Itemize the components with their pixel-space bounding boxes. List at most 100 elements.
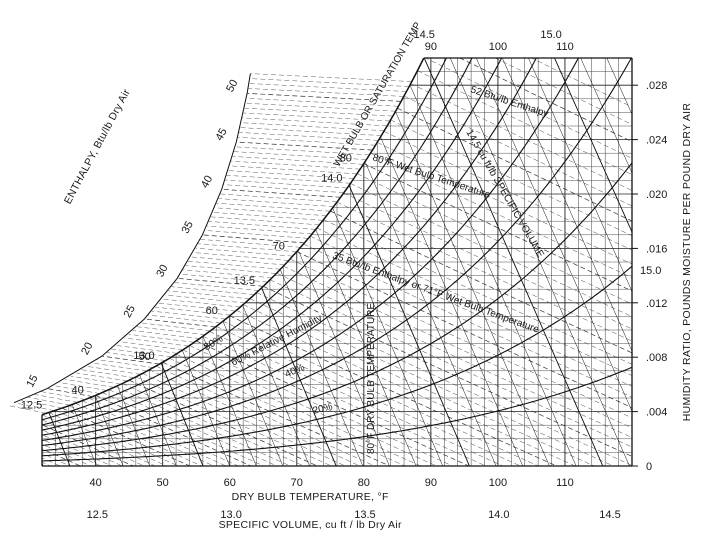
wet-bulb-line xyxy=(42,420,183,466)
enthalpy-extension-line xyxy=(249,78,410,87)
wet-bulb-line xyxy=(209,331,559,466)
wet-bulb-line xyxy=(182,349,492,466)
enthalpy-extension-line xyxy=(65,379,115,388)
enthalpy-extension-line xyxy=(245,102,396,112)
specific-volume-tick-label: 13.5 xyxy=(354,509,375,521)
enthalpy-extension-line xyxy=(20,399,63,409)
enthalpy-extension-line xyxy=(242,117,388,127)
chart-frame xyxy=(13,57,638,467)
enthalpy-extension-line xyxy=(228,170,354,179)
wet-bulb-line xyxy=(202,335,545,466)
wet-bulb-line xyxy=(410,83,632,217)
wet-bulb-line xyxy=(343,192,632,355)
wet-bulb-line xyxy=(115,386,351,466)
enthalpy-extension-line xyxy=(144,318,216,328)
specific-volume-line xyxy=(315,229,440,466)
enthalpy-tick-label: 35 xyxy=(180,219,196,235)
specific-volume-line xyxy=(71,404,119,466)
specific-volume-line xyxy=(364,161,520,466)
specific-volume-right-label: 15.0 xyxy=(640,265,661,277)
x-tick-label: 70 xyxy=(291,477,303,489)
saturation-label: WET BULB OR SATURATION TEMP xyxy=(332,20,424,169)
enthalpy-extension-line xyxy=(151,310,226,320)
wet-bulb-line xyxy=(55,410,237,466)
enthalpy-extension-line xyxy=(250,73,412,82)
wet-bulb-line xyxy=(61,407,250,466)
specific-volume-line xyxy=(348,185,494,466)
wet-bulb-line xyxy=(397,107,632,247)
x-tick-label: 110 xyxy=(556,477,574,489)
specific-volume-tick-label: 13.0 xyxy=(220,509,241,521)
specific-volume-line xyxy=(202,336,279,466)
enthalpy-extension-line xyxy=(81,369,135,378)
enthalpy-extension-line xyxy=(120,341,184,350)
enthalpy-extension-line xyxy=(246,98,399,107)
enthalpy-extension-line xyxy=(14,402,55,411)
enthalpy-extension-line xyxy=(237,137,376,146)
x-tick-label: 60 xyxy=(224,477,236,489)
wet-bulb-line xyxy=(263,285,632,466)
wet-bulb-line xyxy=(42,422,170,466)
specific-volume-line xyxy=(463,58,632,466)
y-tick-label: .016 xyxy=(646,243,667,255)
enthalpy-extension-line xyxy=(230,160,361,170)
enthalpy-extension-line xyxy=(190,256,285,266)
enthalpy-extension-line xyxy=(212,212,324,221)
wet-bulb-line xyxy=(316,227,632,401)
specific-volume-line xyxy=(395,111,574,466)
enthalpy-extension-line xyxy=(136,326,206,335)
enthalpy-extension-line xyxy=(115,345,178,354)
enthalpy-extension-line xyxy=(188,261,281,270)
enthalpy-tick-label: 30 xyxy=(154,263,170,279)
relative-humidity-curve xyxy=(42,58,537,436)
wet-bulb-label: 60 xyxy=(206,305,218,317)
wet-bulb-line xyxy=(229,315,613,466)
wet-bulb-line xyxy=(42,427,137,466)
enthalpy-tick-label: 45 xyxy=(213,126,229,142)
enthalpy-extension-line xyxy=(221,188,341,198)
enthalpy-extension-line xyxy=(235,146,370,156)
wet-bulb-line xyxy=(108,389,338,466)
annotation-enthalpy-35: 35 Btu/lb Enthalpy or 71°F Wet Bulb Temp… xyxy=(331,250,541,335)
wet-bulb-line xyxy=(42,423,157,466)
enthalpy-extension-line xyxy=(171,286,255,295)
enthalpy-extension-line xyxy=(200,239,301,248)
specific-volume-tick-label: 12.5 xyxy=(87,509,108,521)
specific-volume-top-label: 15.0 xyxy=(540,29,561,41)
wet-bulb-line xyxy=(283,265,632,453)
relative-humidity-curve xyxy=(42,58,632,447)
wet-bulb-line xyxy=(135,376,391,466)
specific-volume-line xyxy=(182,350,253,466)
specific-volume-line xyxy=(261,287,360,466)
enthalpy-extension-line xyxy=(70,376,121,385)
wet-bulb-line xyxy=(417,70,632,201)
wet-bulb-line xyxy=(350,183,632,342)
wet-bulb-line xyxy=(303,243,632,422)
enthalpy-extension-line xyxy=(158,302,236,312)
enthalpy-extension-line xyxy=(238,132,379,141)
enthalpy-extension-line xyxy=(233,151,367,160)
specific-volume-tick-label: 14.0 xyxy=(488,509,509,521)
y-axis-title: HUMIDITY RATIO, POUNDS MOISTURE PER POUN… xyxy=(681,103,693,422)
y-tick-label: .020 xyxy=(646,189,667,201)
wet-bulb-line xyxy=(296,251,632,433)
wet-bulb-line xyxy=(236,310,632,466)
enthalpy-extension-line xyxy=(214,207,327,216)
enthalpy-extension-line xyxy=(195,247,293,257)
wet-bulb-line xyxy=(330,210,632,378)
enthalpy-extension-line xyxy=(132,330,200,339)
wet-bulb-line xyxy=(149,369,418,466)
relative-humidity-curve xyxy=(42,58,503,431)
annotation-dry-bulb-80: 80°F DRY BULB TEMPERATURE xyxy=(366,303,377,454)
wet-bulb-line xyxy=(256,292,632,466)
wet-bulb-line xyxy=(336,201,632,367)
x-tick-label: 90 xyxy=(425,477,437,489)
rh-curve-label: 20% xyxy=(312,401,334,416)
wet-bulb-line xyxy=(222,320,599,466)
saturation-curve xyxy=(42,58,425,416)
relative-humidity-curve xyxy=(42,162,632,452)
specific-volume-curve-label: 13.0 xyxy=(133,350,154,362)
enthalpy-extension-line xyxy=(236,141,373,151)
wet-bulb-label: 100 xyxy=(489,41,507,53)
